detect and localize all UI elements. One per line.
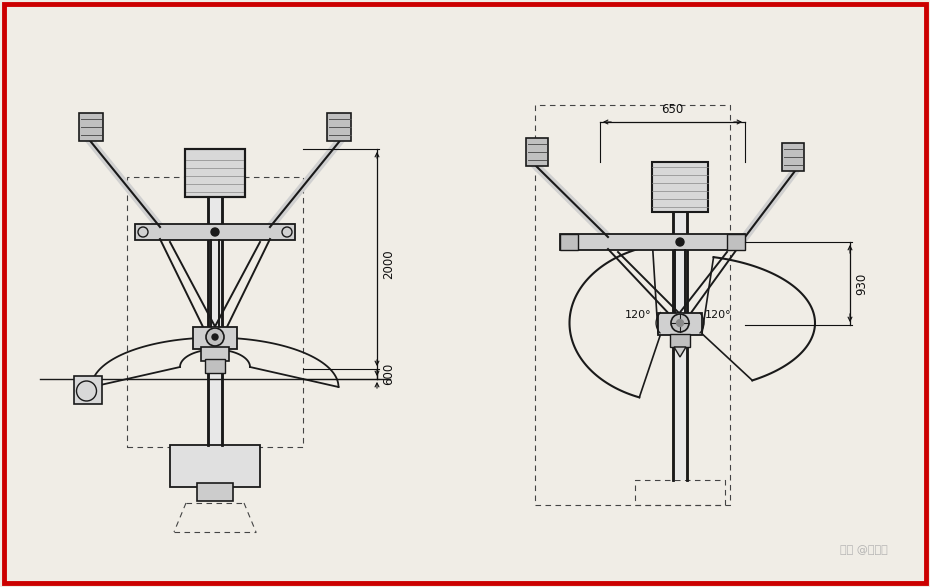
Bar bbox=[185, 149, 245, 197]
Polygon shape bbox=[674, 347, 686, 357]
Bar bbox=[560, 234, 578, 250]
Bar bbox=[782, 143, 804, 171]
Bar bbox=[658, 313, 702, 335]
Text: 120°: 120° bbox=[705, 310, 731, 320]
Text: 600: 600 bbox=[382, 363, 395, 385]
Bar bbox=[205, 359, 225, 373]
Bar bbox=[673, 212, 687, 480]
Text: 930: 930 bbox=[855, 272, 868, 295]
Bar bbox=[208, 197, 222, 445]
Bar bbox=[652, 162, 708, 212]
Circle shape bbox=[671, 314, 689, 332]
Bar bbox=[327, 113, 351, 141]
Text: 2000: 2000 bbox=[382, 249, 395, 279]
Circle shape bbox=[212, 334, 218, 340]
Bar bbox=[635, 480, 725, 505]
Text: 650: 650 bbox=[661, 103, 684, 116]
Bar bbox=[201, 347, 229, 361]
Bar bbox=[185, 149, 245, 197]
Bar bbox=[135, 224, 295, 240]
Bar bbox=[670, 334, 690, 347]
Bar bbox=[197, 483, 233, 501]
Bar bbox=[170, 445, 260, 487]
Bar bbox=[79, 113, 103, 141]
Circle shape bbox=[206, 328, 224, 346]
Bar bbox=[535, 105, 730, 505]
Circle shape bbox=[676, 319, 684, 326]
Bar bbox=[727, 234, 745, 250]
Bar bbox=[127, 177, 303, 447]
Bar bbox=[193, 327, 237, 349]
Text: 知乎 @本捷明: 知乎 @本捷明 bbox=[840, 545, 888, 555]
Bar bbox=[73, 376, 101, 404]
Bar bbox=[560, 234, 745, 250]
Circle shape bbox=[676, 238, 684, 246]
Text: 120°: 120° bbox=[625, 310, 651, 320]
Bar bbox=[526, 138, 548, 166]
Circle shape bbox=[211, 228, 219, 236]
